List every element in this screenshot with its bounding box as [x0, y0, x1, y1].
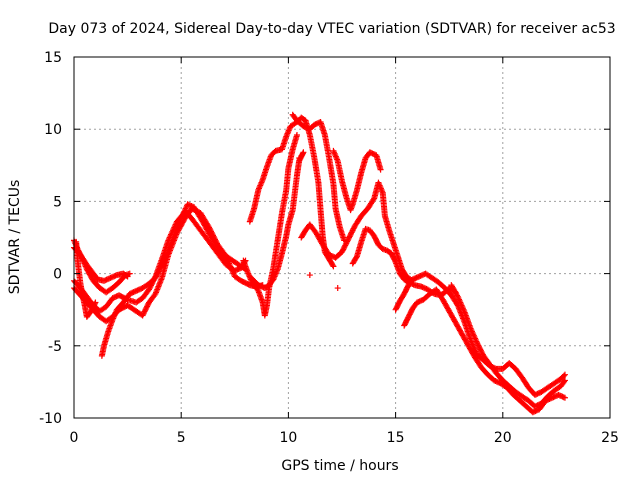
- data-point: [370, 196, 377, 203]
- data-point: [560, 372, 567, 379]
- x-tick-labels: 0 5 10 15 20 25: [70, 430, 619, 446]
- data-point: [300, 149, 307, 156]
- data-point: [123, 272, 130, 279]
- data-point: [561, 377, 568, 384]
- data-point: [293, 131, 300, 138]
- x-tick-label: 20: [494, 430, 512, 446]
- y-tick-label: 5: [53, 194, 62, 210]
- data-point: [334, 285, 341, 292]
- x-tick-label: 25: [601, 430, 619, 446]
- x-tick-label: 5: [177, 430, 186, 446]
- chart-title: Day 073 of 2024, Sidereal Day-to-day VTE…: [48, 21, 615, 37]
- grid-lines: [74, 57, 610, 418]
- data-point: [391, 257, 398, 264]
- x-tick-label: 10: [279, 430, 297, 446]
- y-tick-label: 0: [53, 267, 62, 283]
- data-point: [158, 263, 165, 270]
- y-tick-labels: -10 -5 0 5 10 15: [39, 50, 62, 427]
- data-point: [561, 378, 568, 385]
- data-point: [92, 299, 99, 306]
- x-axis-label: GPS time / hours: [281, 458, 398, 474]
- data-point: [377, 166, 384, 173]
- data-point: [561, 394, 568, 401]
- data-point: [454, 292, 461, 299]
- axis-ticks: [73, 56, 611, 419]
- data-point: [296, 155, 303, 162]
- data-point: [330, 263, 337, 270]
- y-tick-label: -10: [39, 411, 62, 427]
- data-point: [124, 273, 131, 280]
- y-tick-label: 10: [44, 122, 62, 138]
- data-point: [306, 272, 313, 279]
- y-tick-label: 15: [44, 50, 62, 66]
- data-point: [329, 262, 336, 269]
- y-axis-label: SDTVAR / TECUs: [7, 180, 23, 295]
- data-point: [91, 300, 98, 307]
- plot-frame: [73, 56, 611, 419]
- x-tick-label: 0: [70, 430, 79, 446]
- data-point: [353, 254, 360, 261]
- x-tick-label: 15: [387, 430, 405, 446]
- data-points: [71, 111, 568, 416]
- y-tick-label: -5: [48, 339, 62, 355]
- data-point: [561, 371, 568, 378]
